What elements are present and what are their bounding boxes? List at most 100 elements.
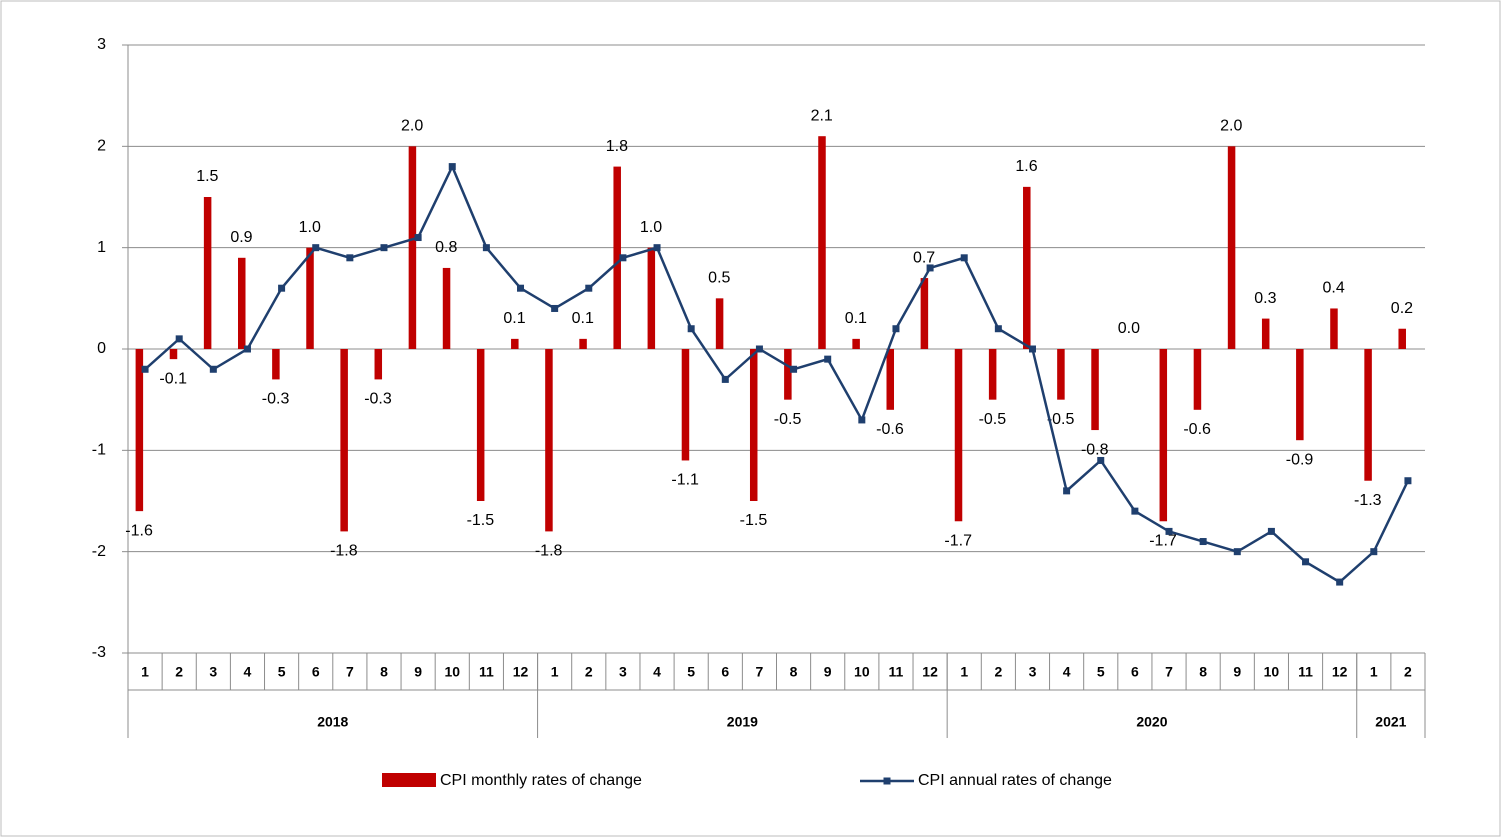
data-label: -1.3 (1354, 492, 1382, 509)
bar (340, 349, 348, 532)
legend-swatch (382, 773, 436, 787)
legend-label: CPI monthly rates of change (440, 772, 642, 789)
bar (613, 166, 621, 349)
data-label: 0.8 (435, 239, 457, 256)
x-tick-label: 3 (619, 664, 627, 680)
data-label: 0.0 (1118, 320, 1140, 337)
x-tick-label: 3 (1029, 664, 1037, 680)
x-tick-label: 1 (1370, 664, 1378, 680)
x-tick-label: 7 (756, 664, 764, 680)
line-marker (960, 254, 968, 262)
line-marker (824, 355, 832, 363)
x-tick-label: 9 (414, 664, 422, 680)
y-tick-label: 1 (97, 239, 106, 256)
bar (203, 197, 212, 349)
data-label: 2.0 (401, 118, 423, 135)
group-label: 2021 (1375, 714, 1406, 730)
x-tick-label: 5 (687, 664, 695, 680)
line-marker (687, 325, 695, 333)
x-tick-label: 1 (960, 664, 968, 680)
line-marker (551, 304, 559, 312)
bar (442, 267, 451, 349)
x-tick-label: 12 (513, 664, 529, 680)
x-tick-label: 4 (653, 664, 661, 680)
x-tick-label: 7 (346, 664, 354, 680)
data-label: 0.1 (572, 310, 594, 327)
bar (1091, 349, 1099, 431)
data-label: 1.8 (606, 138, 628, 155)
line-marker (1131, 507, 1139, 515)
x-tick-label: 1 (551, 664, 559, 680)
data-label: -0.5 (1047, 411, 1075, 428)
x-tick-label: 2 (1404, 664, 1412, 680)
bar (1159, 349, 1168, 522)
bar (954, 349, 963, 522)
bar (988, 349, 997, 400)
data-label: -0.8 (1081, 441, 1109, 458)
x-tick-label: 9 (1233, 664, 1241, 680)
line-marker (619, 254, 627, 262)
line-marker (1233, 548, 1241, 556)
x-tick-label: 6 (1131, 664, 1139, 680)
x-tick-label: 12 (1332, 664, 1348, 680)
bar (1023, 186, 1031, 349)
x-tick-label: 11 (889, 664, 904, 680)
x-tick-label: 8 (790, 664, 798, 680)
line-marker (312, 244, 320, 252)
x-tick-label: 11 (1298, 664, 1313, 680)
line-marker (243, 345, 251, 353)
bar (1193, 349, 1202, 410)
bar (1398, 328, 1406, 349)
x-tick-label: 12 (922, 664, 938, 680)
bar (1364, 349, 1372, 481)
x-tick-label: 3 (209, 664, 217, 680)
bar (749, 349, 758, 501)
bar (1296, 349, 1304, 441)
line-marker (1404, 477, 1412, 485)
data-label: 1.6 (1015, 158, 1037, 175)
y-tick-label: -3 (92, 644, 106, 661)
line-marker (175, 335, 183, 343)
data-label: -1.6 (125, 522, 153, 539)
bar (920, 278, 929, 349)
line-marker (448, 163, 456, 171)
line-marker (1165, 527, 1173, 535)
data-label: 1.0 (640, 219, 662, 236)
data-label: -1.7 (944, 532, 972, 549)
data-label: 1.0 (299, 219, 321, 236)
data-label: -0.9 (1286, 451, 1314, 468)
x-tick-label: 8 (380, 664, 388, 680)
legend-swatch-marker (883, 777, 891, 785)
line-marker (1302, 558, 1310, 566)
bar (1227, 146, 1236, 349)
data-label: -0.6 (1183, 421, 1211, 438)
data-label: 0.9 (230, 229, 252, 246)
x-tick-label: 7 (1165, 664, 1173, 680)
data-label: -1.8 (535, 543, 563, 560)
line-marker (278, 284, 286, 292)
x-tick-label: 10 (1264, 664, 1280, 680)
bar (818, 136, 826, 349)
x-tick-label: 2 (175, 664, 183, 680)
bar (715, 298, 724, 349)
x-tick-label: 2 (585, 664, 593, 680)
data-label: 0.5 (708, 270, 730, 287)
bar (579, 338, 587, 349)
data-label: 2.1 (811, 107, 833, 124)
bar (545, 349, 553, 532)
line-marker (653, 244, 661, 252)
line (144, 163, 1410, 584)
bar (511, 338, 519, 349)
x-tick-label: 1 (141, 664, 149, 680)
x-tick-label: 10 (444, 664, 460, 680)
line-marker (892, 325, 900, 333)
data-label: 0.2 (1391, 300, 1413, 317)
line-marker (858, 416, 866, 424)
bar (852, 338, 860, 349)
y-tick-label: 0 (97, 340, 106, 357)
x-tick-label: 10 (854, 664, 870, 680)
data-label: 0.1 (503, 310, 525, 327)
data-label: 0.4 (1323, 280, 1345, 297)
data-label: -1.8 (330, 543, 358, 560)
x-tick-label: 8 (1199, 664, 1207, 680)
